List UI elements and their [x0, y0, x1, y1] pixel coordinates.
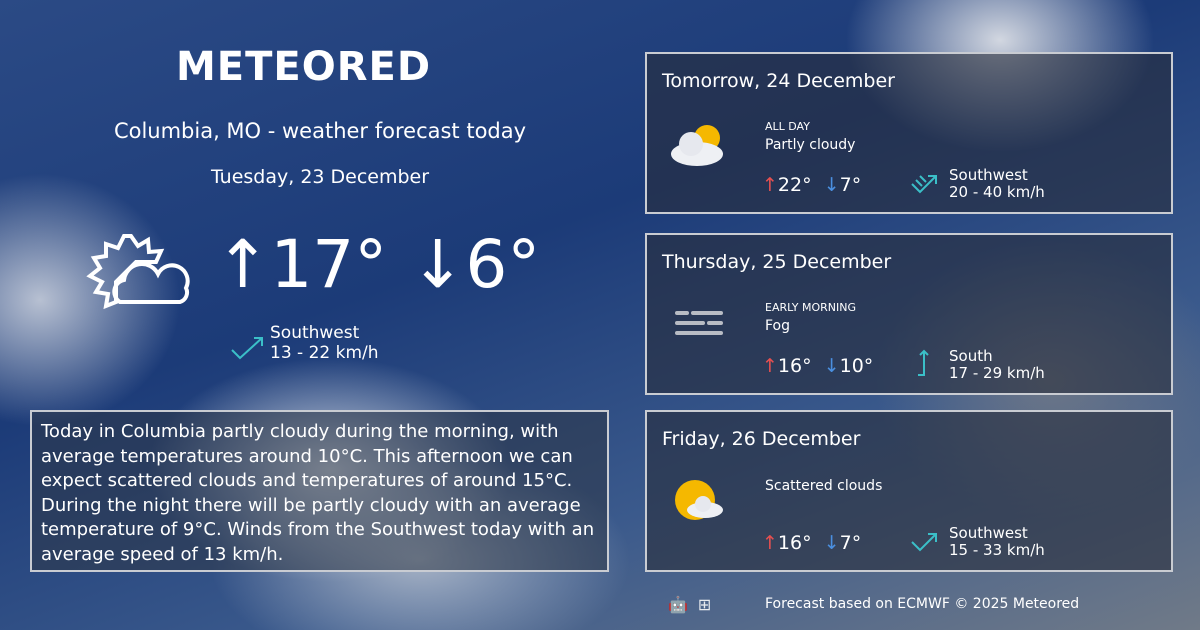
card-title: Thursday, 25 December: [662, 251, 892, 273]
wind: South 17 - 29 km/h: [949, 347, 1045, 382]
card-title: Friday, 26 December: [662, 428, 861, 450]
wind-southwest-icon: [911, 175, 937, 194]
condition: Partly cloudy: [765, 137, 856, 153]
fog-icon: [675, 311, 723, 335]
wind-south-icon: [918, 349, 929, 376]
period-label: EARLY MORNING: [765, 301, 857, 314]
today-wind: Southwest 13 - 22 km/h: [270, 323, 379, 363]
card-title: Tomorrow, 24 December: [662, 70, 895, 92]
meteored-logo: METEORED: [176, 44, 432, 90]
forecast-card-tomorrow[interactable]: Tomorrow, 24 December ALL DAY Partly clo…: [645, 52, 1173, 214]
android-icon[interactable]: 🤖: [668, 595, 698, 614]
forecast-card-thursday[interactable]: Thursday, 25 December EARLY MORNING Fog …: [645, 233, 1173, 395]
today-min-temp: ↓6°: [410, 226, 541, 303]
page-title: Columbia, MO - weather forecast today: [113, 119, 527, 143]
current-date: Tuesday, 23 December: [210, 166, 430, 188]
wind: Southwest 15 - 33 km/h: [949, 524, 1045, 559]
platform-icons: 🤖⊞: [668, 595, 721, 614]
forecast-card-friday[interactable]: Friday, 26 December Scattered clouds ↑16…: [645, 410, 1173, 572]
wind-southwest-icon: [911, 533, 937, 552]
period-label: ALL DAY: [765, 120, 810, 133]
arrow-up-icon: ↑: [215, 226, 271, 303]
condition: Scattered clouds: [765, 478, 883, 494]
partly-cloudy-icon: [671, 125, 723, 166]
scattered-clouds-icon: [675, 480, 723, 520]
windows-icon[interactable]: ⊞: [697, 595, 722, 614]
today-description: Today in Columbia partly cloudy during t…: [30, 410, 609, 572]
wind: Southwest 20 - 40 km/h: [949, 166, 1045, 201]
condition: Fog: [765, 318, 791, 334]
wind-southwest-icon: [231, 337, 263, 360]
partly-cloudy-outline-icon: [86, 234, 190, 310]
today-max-temp: ↑17°: [215, 226, 388, 303]
temps: ↑16° ↓7°: [762, 532, 862, 554]
arrow-down-icon: ↓: [410, 226, 466, 303]
footer-credit: Forecast based on ECMWF © 2025 Meteored: [765, 596, 1080, 612]
temps: ↑22° ↓7°: [762, 174, 862, 196]
temps: ↑16° ↓10°: [762, 355, 874, 377]
